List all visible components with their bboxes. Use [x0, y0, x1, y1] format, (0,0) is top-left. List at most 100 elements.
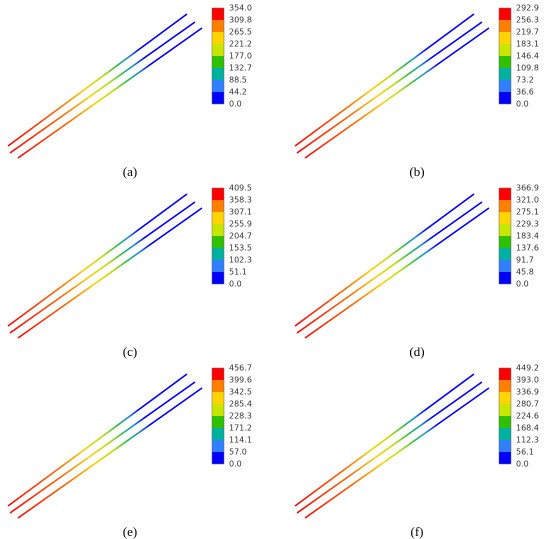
- colorbar-band: [499, 188, 511, 200]
- colorbar-frame: [211, 7, 225, 105]
- colorbar-label: 280.7: [516, 400, 539, 409]
- colorbar-band: [499, 200, 511, 212]
- colorbar-label: 168.4: [516, 424, 539, 433]
- colorbar-band: [212, 272, 224, 284]
- colorbar-label: 449.2: [516, 364, 539, 373]
- colorbar-band: [499, 272, 511, 284]
- colorbar-label: 256.3: [516, 16, 539, 25]
- colorbar-label: 409.5: [229, 184, 252, 193]
- colorbar-band: [499, 380, 511, 392]
- colorbar-band: [212, 260, 224, 272]
- contour-line: [9, 21, 196, 154]
- colorbar-label: 36.6: [516, 88, 534, 97]
- colorbar-label: 228.3: [229, 412, 252, 421]
- contour-line: [304, 27, 490, 159]
- colorbar-label: 309.8: [229, 16, 252, 25]
- colorbar-label: 171.2: [229, 424, 252, 433]
- contour-line: [17, 207, 203, 339]
- colorbar-band: [499, 260, 511, 272]
- colorbar-band: [212, 212, 224, 224]
- contour-line: [294, 13, 475, 147]
- panel-label: (d): [409, 344, 424, 359]
- colorbar-band: [499, 236, 511, 248]
- colorbar-band: [212, 32, 224, 44]
- contour-line: [7, 373, 188, 507]
- panel: 292.9 256.3 219.7 183.1 146.4 109.8 73.2 36.6 0.…: [294, 4, 539, 179]
- colorbar-band: [499, 68, 511, 80]
- colorbar-frame: [498, 7, 512, 105]
- colorbar-label: 56.1: [516, 448, 534, 457]
- colorbar-label: 91.7: [516, 256, 534, 265]
- colorbar-label: 219.7: [516, 28, 539, 37]
- panel-label: (f): [411, 524, 424, 539]
- colorbar-label: 265.5: [229, 28, 252, 37]
- panel: 366.9 321.0 275.1 229.3 183.4 137.6 91.7 45.8 0.…: [294, 184, 539, 359]
- colorbar-band: [212, 452, 224, 464]
- contour-line: [294, 193, 475, 327]
- colorbar-label: 307.1: [229, 208, 252, 217]
- colorbar-label: 358.3: [229, 196, 252, 205]
- colorbar-label: 229.3: [516, 220, 539, 229]
- colorbar-band: [212, 404, 224, 416]
- colorbar-band: [212, 80, 224, 92]
- colorbar-label: 102.3: [229, 256, 252, 265]
- contour-line: [296, 381, 483, 514]
- contour-line: [7, 193, 188, 327]
- colorbar-band: [212, 8, 224, 20]
- colorbar-band: [499, 56, 511, 68]
- colorbar-label: 0.0: [229, 100, 242, 109]
- colorbar-band: [212, 56, 224, 68]
- colorbar-band: [212, 380, 224, 392]
- colorbar-label: 224.6: [516, 412, 539, 421]
- panel: 456.7 399.6 342.5 285.4 228.3 171.2 114.1 57.0 0…: [7, 364, 252, 539]
- colorbar-band: [499, 392, 511, 404]
- contour-line: [296, 21, 483, 154]
- colorbar-band: [212, 188, 224, 200]
- colorbar-band: [499, 20, 511, 32]
- contour-line: [294, 373, 475, 507]
- colorbar-band: [212, 416, 224, 428]
- colorbar-frame: [498, 187, 512, 285]
- colorbar-label: 336.9: [516, 388, 539, 397]
- colorbar-label: 204.7: [229, 232, 252, 241]
- colorbar-label: 0.0: [516, 280, 529, 289]
- colorbar-frame: [498, 367, 512, 465]
- contour-line: [296, 201, 483, 334]
- colorbar-band: [499, 80, 511, 92]
- colorbar-label: 0.0: [229, 280, 242, 289]
- colorbar-label: 44.2: [229, 88, 247, 97]
- colorbar-label: 137.6: [516, 244, 539, 253]
- colorbar-band: [212, 200, 224, 212]
- contour-line: [17, 27, 203, 159]
- colorbar-label: 292.9: [516, 4, 539, 13]
- colorbar-band: [499, 368, 511, 380]
- colorbar-band: [499, 452, 511, 464]
- colorbar-label: 146.4: [516, 52, 539, 61]
- colorbar-label: 183.4: [516, 232, 539, 241]
- panel: 449.2 393.0 336.9 280.7 224.6 168.4 112.3 56.1 0…: [294, 364, 539, 539]
- colorbar-label: 177.0: [229, 52, 252, 61]
- colorbar-band: [212, 428, 224, 440]
- colorbar-label: 221.2: [229, 40, 252, 49]
- colorbar-label: 399.6: [229, 376, 252, 385]
- colorbar-band: [499, 224, 511, 236]
- colorbar-band: [212, 248, 224, 260]
- panel: 409.5 358.3 307.1 255.9 204.7 153.5 102.3 51.1 0…: [7, 184, 252, 359]
- colorbar-band: [499, 440, 511, 452]
- colorbar-label: 321.0: [516, 196, 539, 205]
- colorbar-label: 112.3: [516, 436, 539, 445]
- colorbar-label: 255.9: [229, 220, 252, 229]
- colorbar-label: 0.0: [516, 100, 529, 109]
- colorbar-band: [499, 44, 511, 56]
- colorbar-label: 51.1: [229, 268, 247, 277]
- colorbar-band: [499, 32, 511, 44]
- colorbar-label: 275.1: [516, 208, 539, 217]
- panel-label: (e): [123, 524, 137, 539]
- colorbar-band: [499, 212, 511, 224]
- contour-line: [7, 13, 188, 147]
- contour-line: [304, 387, 490, 519]
- colorbar-frame: [211, 187, 225, 285]
- colorbar-label: 456.7: [229, 364, 252, 373]
- colorbar-band: [499, 404, 511, 416]
